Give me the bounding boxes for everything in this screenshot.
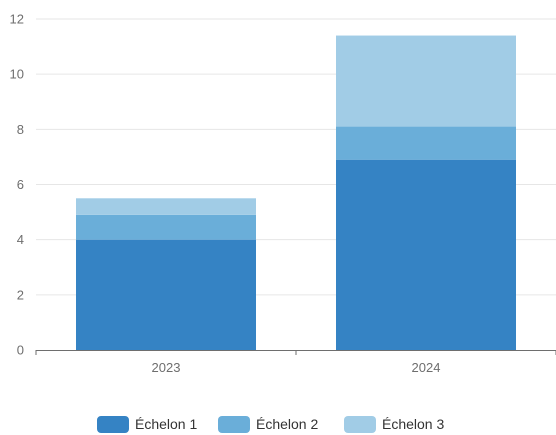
legend-item-3[interactable]: Échelon 3	[344, 416, 444, 433]
x-tick-label-2023: 2023	[152, 360, 181, 375]
bar-2024-series-2[interactable]	[336, 126, 516, 160]
legend-swatch-2	[218, 416, 250, 433]
y-tick-label-2: 2	[17, 287, 24, 302]
x-tick-label-2024: 2024	[412, 360, 441, 375]
y-tick-label-8: 8	[17, 122, 24, 137]
bar-2023-series-2[interactable]	[76, 214, 256, 240]
bar-2023-series-3[interactable]	[76, 198, 256, 215]
y-tick-label-10: 10	[10, 67, 24, 82]
bars	[76, 35, 516, 350]
bar-2024-series-3[interactable]	[336, 35, 516, 127]
legend-swatch-3	[344, 416, 376, 433]
legend-label-1: Échelon 1	[135, 416, 197, 432]
bar-2024-series-1[interactable]	[336, 159, 516, 350]
legend-swatch-1	[97, 416, 129, 433]
legend-item-2[interactable]: Échelon 2	[218, 416, 318, 433]
axes: 0 2 4 6 8 10 12 2023 2024	[10, 12, 556, 375]
legend: Échelon 1 Échelon 2 Échelon 3	[97, 416, 444, 433]
legend-item-1[interactable]: Échelon 1	[97, 416, 197, 433]
legend-label-3: Échelon 3	[382, 416, 444, 432]
y-tick-label-12: 12	[10, 12, 24, 27]
bar-2023-series-1[interactable]	[76, 239, 256, 350]
y-tick-label-4: 4	[17, 232, 24, 247]
y-tick-label-6: 6	[17, 177, 24, 192]
y-tick-label-0: 0	[17, 343, 24, 358]
legend-label-2: Échelon 2	[256, 416, 318, 432]
